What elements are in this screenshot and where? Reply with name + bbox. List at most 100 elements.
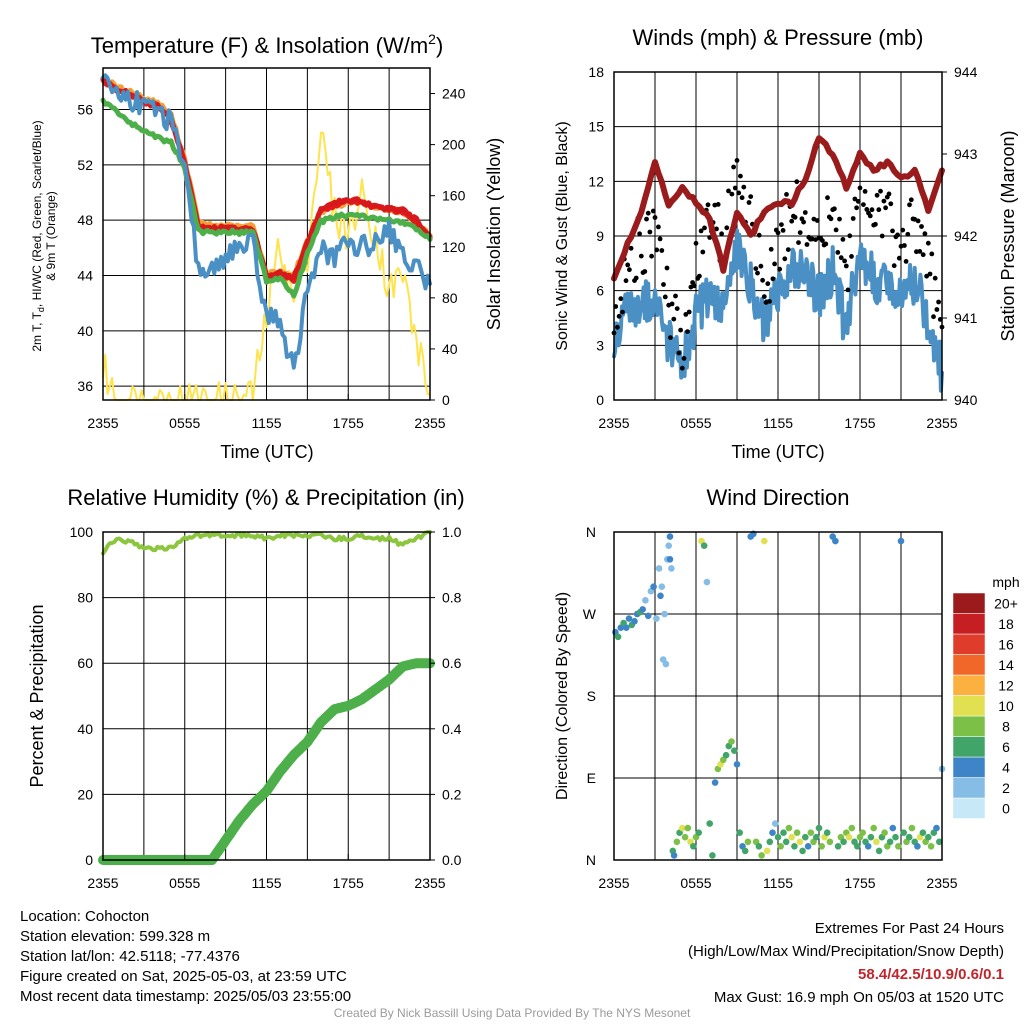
winds-gust-point xyxy=(902,243,907,248)
winds-gust-point xyxy=(924,273,929,279)
temperature-xtick-label: 2355 xyxy=(414,415,445,431)
direction-point xyxy=(925,833,932,841)
winds-gust-point xyxy=(895,232,900,238)
winds-gust-point xyxy=(657,236,663,242)
colorbar-label: 18 xyxy=(998,616,1014,632)
winds-title: Winds (mph) & Pressure (mb) xyxy=(633,25,924,50)
direction-point xyxy=(695,829,702,836)
winds-gust-point xyxy=(654,247,660,253)
temperature-xlabel: Time (UTC) xyxy=(220,442,313,462)
colorbar-swatch xyxy=(952,777,986,799)
direction-xtick-label: 0555 xyxy=(680,875,711,891)
winds-gust-point xyxy=(797,230,803,236)
winds-gust-point xyxy=(681,356,687,361)
temperature-xtick-label: 1155 xyxy=(251,415,281,431)
winds-xtick-label: 0555 xyxy=(680,415,711,431)
winds-gust-point xyxy=(849,254,854,259)
winds-gust-point xyxy=(616,313,622,319)
humidity-y2tick-label: 0.6 xyxy=(442,655,462,671)
direction-xtick-label: 2355 xyxy=(926,875,957,891)
winds-gust-point xyxy=(753,266,759,271)
direction-point xyxy=(892,833,899,841)
direction-ytick-label: N xyxy=(586,852,596,868)
winds-gust-point xyxy=(673,293,678,299)
winds-y2tick-label: 940 xyxy=(954,392,978,408)
winds-gust-point xyxy=(618,296,624,302)
winds-gust-point xyxy=(650,208,656,214)
direction-point xyxy=(657,592,664,600)
winds-gust-point xyxy=(862,189,868,194)
winds-gust-point xyxy=(925,240,931,246)
direction-point xyxy=(733,761,741,768)
colorbar-label: 16 xyxy=(998,636,1014,652)
winds-gust-point xyxy=(669,301,675,307)
winds-gust-point xyxy=(637,231,642,237)
winds-gust-point xyxy=(628,245,634,251)
winds-gust-point xyxy=(645,210,651,216)
temperature-series-wind-chill xyxy=(101,73,432,370)
humidity-series-rh xyxy=(101,530,432,556)
humidity-ylabel: Percent & Precipitation xyxy=(27,604,47,787)
colorbar-title: mph xyxy=(992,574,1019,590)
direction-point xyxy=(796,838,804,846)
winds-gust-point xyxy=(638,253,644,259)
direction-point xyxy=(673,838,681,846)
colorbar-label: 2 xyxy=(1002,780,1010,796)
winds-gust-point xyxy=(896,255,902,261)
winds-gust-point xyxy=(702,225,707,231)
winds-gust-point xyxy=(768,246,774,252)
direction-point xyxy=(706,820,713,827)
winds-gust-point xyxy=(724,225,730,231)
winds-gust-point xyxy=(732,185,738,191)
winds-gust-point xyxy=(780,228,786,233)
direction-point xyxy=(709,852,716,859)
direction-point xyxy=(840,838,847,846)
direction-point xyxy=(848,824,856,832)
winds-gust-point xyxy=(734,158,740,163)
winds-gust-point xyxy=(656,224,661,230)
winds-gust-point xyxy=(679,365,685,371)
winds-gust-point xyxy=(761,294,767,299)
direction-point xyxy=(900,829,907,836)
winds-gust-point xyxy=(890,228,895,234)
winds-gust-point xyxy=(741,184,747,190)
direction-point xyxy=(813,833,820,841)
direction-point xyxy=(788,833,795,841)
direction-point xyxy=(864,843,872,850)
direction-point xyxy=(668,565,675,572)
direction-point xyxy=(623,624,630,631)
direction-point xyxy=(873,838,880,846)
direction-point xyxy=(741,847,749,855)
direction-point xyxy=(832,537,839,545)
direction-point xyxy=(854,843,861,850)
winds-gust-point xyxy=(649,253,654,259)
winds-gust-point xyxy=(931,314,936,320)
winds-ytick-label: 3 xyxy=(596,337,604,353)
winds-gust-point xyxy=(881,198,887,204)
direction-point xyxy=(774,833,782,841)
colorbar-label: 8 xyxy=(1002,718,1010,734)
winds-gust-point xyxy=(883,205,888,211)
direction-ylabel: Direction (Colored By Speed) xyxy=(554,592,571,800)
winds-gust-point xyxy=(659,248,665,253)
winds-gust-point xyxy=(671,316,677,322)
winds-gust-point xyxy=(814,218,820,223)
direction-point xyxy=(653,615,660,622)
direction-point xyxy=(793,829,801,836)
direction-point xyxy=(642,597,649,604)
winds-gust-point xyxy=(920,252,926,258)
winds-gust-point xyxy=(719,231,724,237)
humidity-ytick-label: 20 xyxy=(77,786,93,802)
direction-point xyxy=(802,833,809,841)
winds-gust-point xyxy=(867,213,873,219)
winds-gust-point xyxy=(765,281,771,287)
direction-point xyxy=(782,838,790,846)
winds-gust-point xyxy=(693,240,699,246)
winds-gust-point xyxy=(929,251,935,257)
winds-gust-point xyxy=(633,275,639,281)
winds-gust-point xyxy=(842,258,847,264)
humidity-y2tick-label: 0.4 xyxy=(442,721,462,737)
direction-point xyxy=(625,615,633,622)
